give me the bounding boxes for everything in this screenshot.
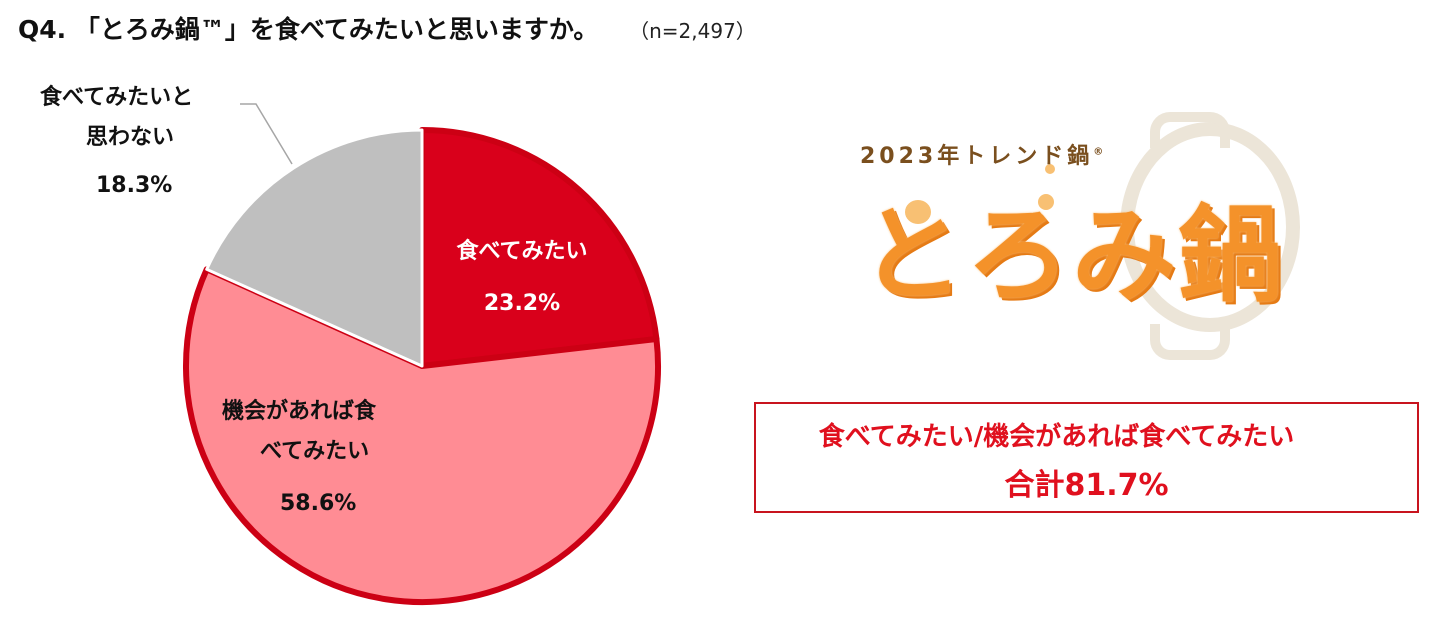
slice-label-want-text: 食べてみたい xyxy=(456,239,588,264)
sample-size: （n=2,497） xyxy=(629,19,756,43)
leader-line xyxy=(240,103,293,165)
logo-subtitle: 2023年トレンド鍋® xyxy=(860,138,1103,170)
question-text: 「とろみ鍋™」を食べてみたいと思いますか。 xyxy=(74,15,599,44)
drop-icon xyxy=(1038,194,1054,210)
summary-box: 食べてみたい/機会があれば食べてみたい 合計81.7% xyxy=(754,402,1419,513)
summary-line-2: 合計81.7% xyxy=(1004,468,1169,503)
pie-slice-no xyxy=(205,128,424,368)
slice-label-no-text-2: 思わない xyxy=(86,125,175,150)
registered-mark: ® xyxy=(1093,146,1104,158)
slice-value-no: 18.3% xyxy=(96,173,173,198)
slice-label-chance-text-1: 機会があれば食 xyxy=(222,399,377,424)
logo-name: とろみ鍋 xyxy=(860,194,1285,316)
chart-title: Q4. 「とろみ鍋™」を食べてみたいと思いますか。 （n=2,497） xyxy=(18,10,756,46)
pot-handle-top-icon xyxy=(1150,112,1230,148)
pie-chart xyxy=(183,103,661,606)
slice-value-chance: 58.6% xyxy=(280,491,357,516)
drop-icon xyxy=(905,200,931,224)
slice-label-chance-text-2: べてみたい xyxy=(260,439,370,464)
slice-label-chance: 機会があれば食 べてみたい 58.6% xyxy=(222,392,422,524)
drop-icon xyxy=(1045,164,1055,174)
pot-handle-bottom-icon xyxy=(1150,324,1230,360)
question-number: Q4. xyxy=(18,15,67,44)
summary-line-1: 食べてみたい/機会があれば食べてみたい xyxy=(818,422,1295,452)
pie-slice-chance-outline xyxy=(183,266,661,606)
logo-subtitle-text: 2023年トレンド鍋 xyxy=(860,144,1094,169)
slice-label-want: 食べてみたい 23.2% xyxy=(432,232,612,324)
toromi-nabe-logo: 2023年トレンド鍋® とろみ鍋 xyxy=(850,112,1300,362)
slice-label-no: 食べてみたいと 思わない 18.3% xyxy=(40,78,240,206)
slice-label-no-text-1: 食べてみたいと xyxy=(40,85,194,110)
pie-slice-want-outline xyxy=(419,127,660,369)
slice-value-want: 23.2% xyxy=(483,291,561,316)
